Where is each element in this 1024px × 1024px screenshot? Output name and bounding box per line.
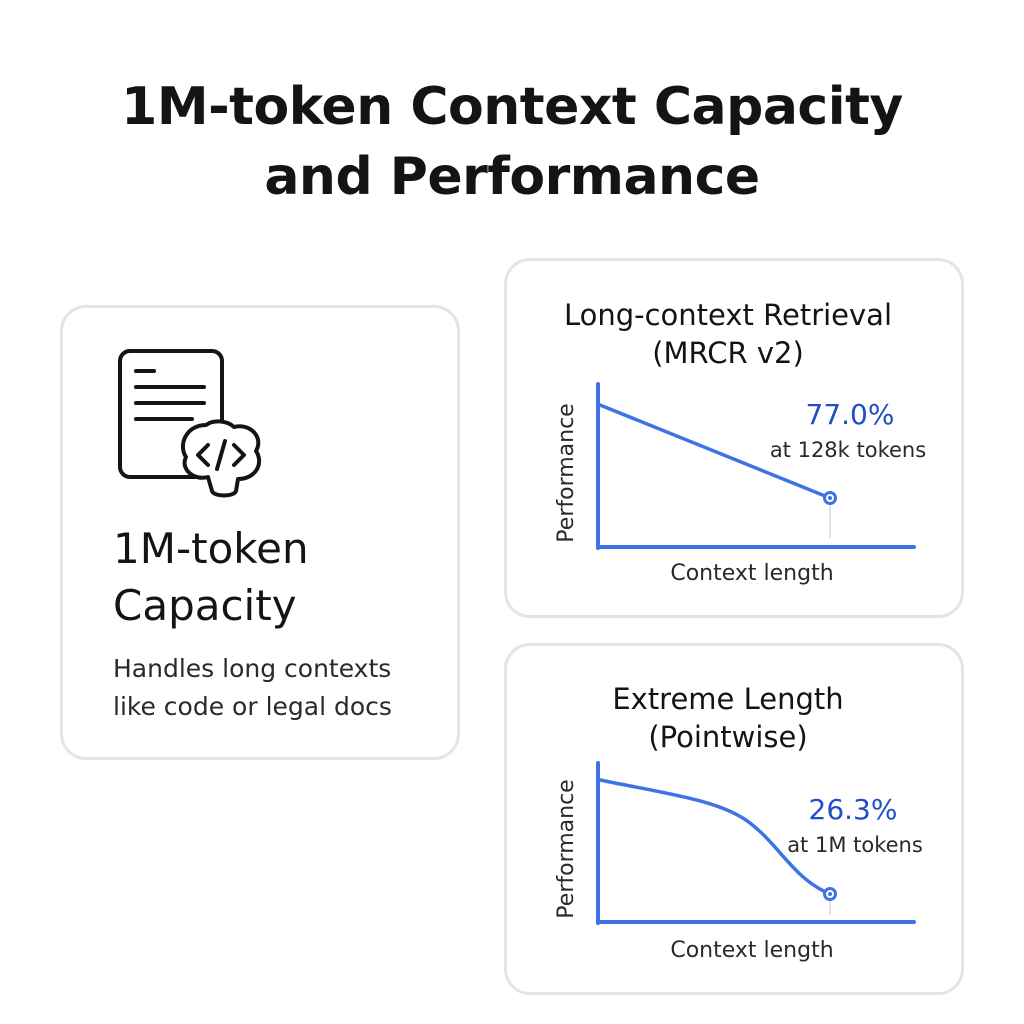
capacity-description: Handles long contexts like code or legal… <box>113 650 448 726</box>
y-axis-label: Performance <box>554 779 579 918</box>
retrieval-chart-title-line-1: Long-context Retrieval <box>563 298 893 332</box>
retrieval-chart: 77.0% at 128k tokens Performance Context… <box>554 382 926 586</box>
x-axis-label: Context length <box>670 938 833 963</box>
capacity-heading-line-1: 1M-token <box>113 524 309 573</box>
highlight-value: 26.3% <box>809 793 898 826</box>
highlight-value: 77.0% <box>806 398 895 431</box>
highlight-label: at 128k tokens <box>770 438 926 462</box>
data-point-marker-dot <box>828 496 832 500</box>
capacity-description-line-2: like code or legal docs <box>113 692 392 721</box>
capacity-heading: 1M-token Capacity <box>113 520 443 634</box>
data-point-marker-dot <box>828 892 832 896</box>
retrieval-chart-card <box>504 258 964 618</box>
page-title-line-2: and Performance <box>264 147 760 207</box>
retrieval-chart-title: Long-context Retrieval (MRCR v2) <box>498 296 958 372</box>
page-title: 1M-token Context Capacity and Performanc… <box>0 72 1024 212</box>
capacity-heading-line-2: Capacity <box>113 581 297 630</box>
document-code-icon <box>118 349 262 498</box>
highlight-label: at 1M tokens <box>787 833 923 857</box>
extreme-length-chart: 26.3% at 1M tokens Performance Context l… <box>554 761 923 963</box>
extreme-length-chart-title-line-1: Extreme Length <box>612 682 844 716</box>
performance-line <box>598 403 832 500</box>
extreme-length-chart-title: Extreme Length (Pointwise) <box>498 680 958 756</box>
extreme-length-chart-card <box>504 643 964 995</box>
capacity-description-line-1: Handles long contexts <box>113 654 392 683</box>
performance-curve <box>598 778 832 896</box>
y-axis-label: Performance <box>554 403 579 542</box>
x-axis-label: Context length <box>670 561 833 586</box>
extreme-length-chart-title-line-2: (Pointwise) <box>648 720 808 754</box>
page-title-line-1: 1M-token Context Capacity <box>121 77 903 137</box>
retrieval-chart-title-line-2: (MRCR v2) <box>652 336 804 370</box>
